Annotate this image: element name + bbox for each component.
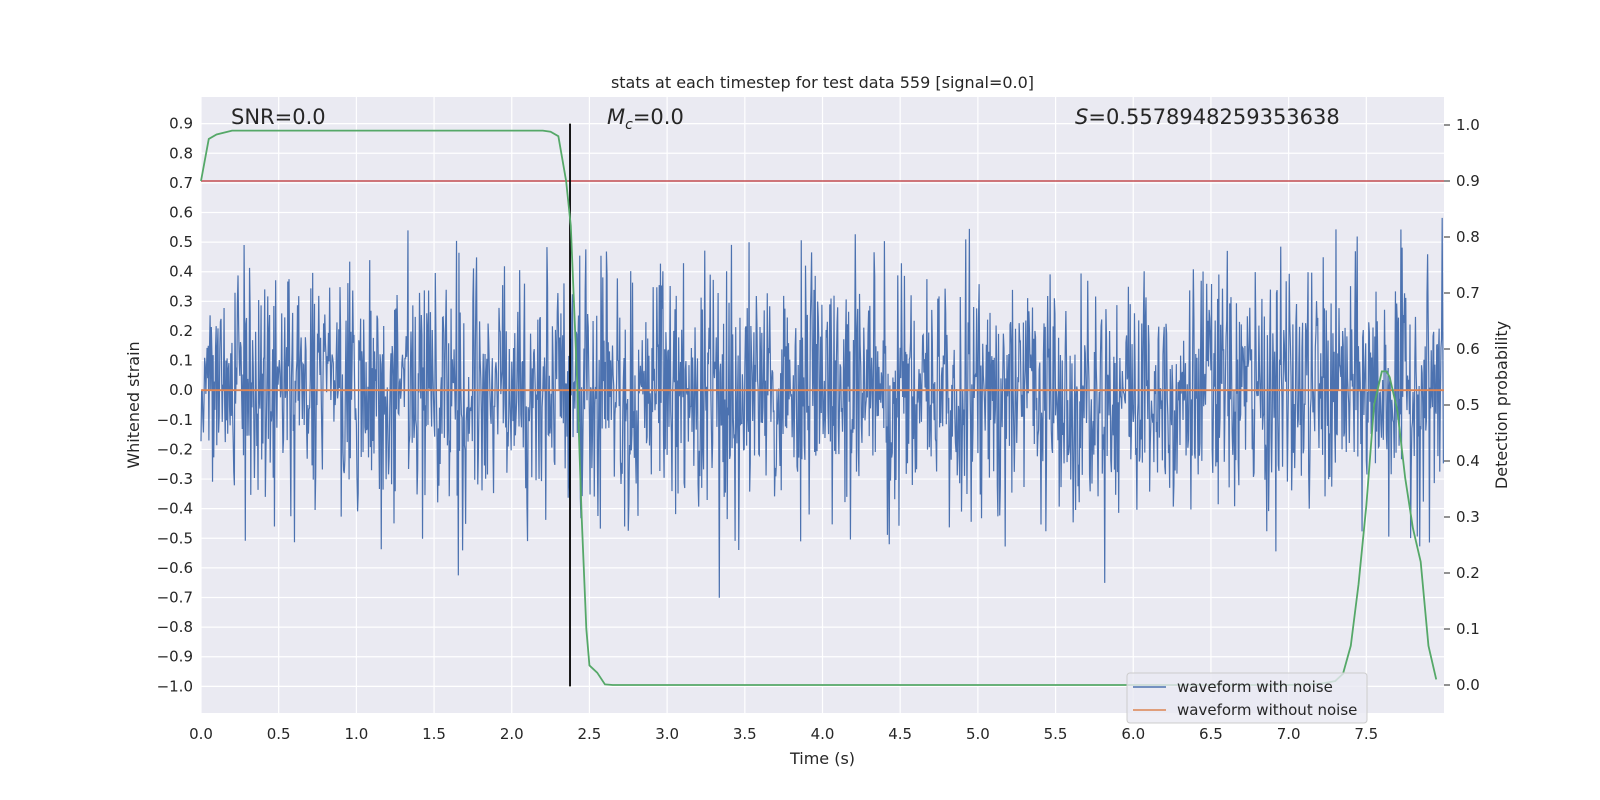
y2-tick-label: 1.0 — [1456, 116, 1480, 134]
y-axis-label: Whitened strain — [124, 341, 143, 468]
y-tick-label: 0.3 — [169, 292, 193, 310]
x-tick-label: 4.5 — [888, 725, 912, 743]
s-annotation: S=0.5578948259353638 — [1075, 105, 1340, 129]
y-tick-label: 0.6 — [169, 204, 193, 222]
legend-entry-clean: waveform without noise — [1177, 701, 1357, 719]
mc-annotation: Mc=0.0 — [607, 105, 684, 133]
x-tick-label: 5.5 — [1044, 725, 1068, 743]
y2-tick-label: 0.6 — [1456, 340, 1480, 358]
y-tick-label: 0.2 — [169, 322, 193, 340]
y2-tick-label: 0.9 — [1456, 172, 1480, 190]
y-tick-label: −0.3 — [157, 470, 193, 488]
x-tick-label: 3.0 — [655, 725, 679, 743]
y-tick-label: −0.5 — [157, 529, 193, 547]
x-tick-label: 1.5 — [422, 725, 446, 743]
mc-value: =0.0 — [633, 105, 684, 129]
x-tick-label: 6.0 — [1121, 725, 1145, 743]
y-tick-label: −0.9 — [157, 648, 193, 666]
y-tick-label: 0.4 — [169, 263, 193, 281]
y-tick-label: 0.9 — [169, 115, 193, 133]
y2-tick-label: 0.7 — [1456, 284, 1480, 302]
y2-axis-label: Detection probability — [1492, 321, 1511, 489]
mc-symbol: M — [607, 105, 625, 129]
x-axis-label: Time (s) — [789, 749, 855, 768]
x-tick-label: 4.0 — [811, 725, 835, 743]
y-tick-label: −0.7 — [157, 589, 193, 607]
y-tick-label: 0.0 — [169, 381, 193, 399]
x-tick-label: 5.0 — [966, 725, 990, 743]
y-tick-label: −0.1 — [157, 411, 193, 429]
x-tick-label: 0.0 — [189, 725, 213, 743]
y-tick-label: −0.6 — [157, 559, 193, 577]
chart-title: stats at each timestep for test data 559… — [611, 73, 1034, 92]
x-tick-label: 7.5 — [1354, 725, 1378, 743]
x-tick-label: 1.0 — [344, 725, 368, 743]
y-tick-label: −1.0 — [157, 677, 193, 695]
y-tick-label: −0.4 — [157, 500, 193, 518]
s-value: =0.5578948259353638 — [1088, 105, 1339, 129]
s-symbol: S — [1075, 105, 1088, 129]
detection-probability-line — [200, 129, 1438, 686]
x-tick-label: 6.5 — [1199, 725, 1223, 743]
legend: waveform with noise waveform without noi… — [1126, 672, 1368, 724]
mc-subscript: c — [625, 117, 633, 133]
x-tick-label: 2.0 — [500, 725, 524, 743]
x-tick-label: 7.0 — [1277, 725, 1301, 743]
y2-tick-label: 0.5 — [1456, 396, 1480, 414]
y2-tick-label: 0.4 — [1456, 452, 1480, 470]
x-tick-label: 2.5 — [578, 725, 602, 743]
y2-tick-label: 0.0 — [1456, 676, 1480, 694]
y-tick-label: 0.8 — [169, 144, 193, 162]
noise-series — [200, 217, 1444, 598]
y2-tick-label: 0.1 — [1456, 620, 1480, 638]
y-tick-label: −0.8 — [157, 618, 193, 636]
y-tick-label: 0.1 — [169, 352, 193, 370]
legend-entry-noise: waveform with noise — [1177, 678, 1333, 696]
y-tick-label: 0.5 — [169, 233, 193, 251]
x-tick-label: 3.5 — [733, 725, 757, 743]
y2-tick-label: 0.3 — [1456, 508, 1480, 526]
y2-tick-label: 0.2 — [1456, 564, 1480, 582]
snr-annotation: SNR=0.0 — [231, 105, 326, 129]
y2-tick-label: 0.8 — [1456, 228, 1480, 246]
noise-waveform-line — [200, 217, 1444, 598]
x-tick-label: 0.5 — [267, 725, 291, 743]
y-tick-label: 0.7 — [169, 174, 193, 192]
y-tick-label: −0.2 — [157, 440, 193, 458]
